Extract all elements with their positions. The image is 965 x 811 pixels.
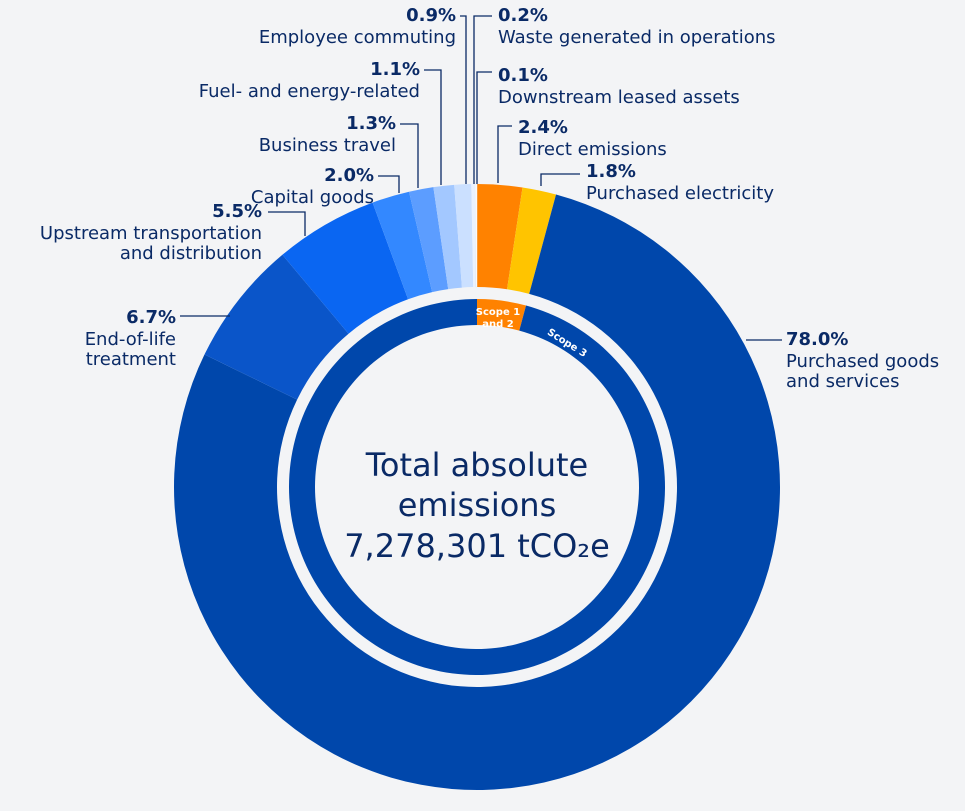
outer-segment: [173, 194, 780, 790]
leader-line: [424, 69, 442, 185]
center-title: Total absolute emissions: [365, 446, 588, 524]
inner-segment: [477, 299, 527, 331]
leader-line: [400, 123, 419, 188]
leader-line: [378, 175, 400, 193]
category-label: Purchased goods and services: [786, 351, 939, 392]
percent-label: 2.4%: [518, 117, 568, 138]
scope-label: Scope 1 and 2: [476, 307, 520, 330]
label-line: End-of-life: [85, 329, 176, 350]
percent-label: 1.1%: [370, 59, 420, 80]
category-label: Upstream transportation and distribution: [40, 223, 262, 264]
percent-label: 1.8%: [586, 161, 636, 182]
outer-segment: [409, 187, 449, 293]
label-line: emissions: [398, 486, 557, 524]
leader-line: [540, 173, 580, 186]
outer-segment: [433, 184, 462, 290]
label-line: Purchased goods: [786, 351, 939, 372]
center-total: 7,278,301 tCO₂e: [344, 527, 610, 565]
outer-segment: [282, 202, 409, 334]
label-line: and distribution: [120, 243, 262, 264]
outer-segment: [454, 184, 474, 288]
label-line: Total absolute: [365, 446, 588, 484]
category-label: Purchased electricity: [586, 183, 774, 204]
outer-segment: [507, 187, 557, 294]
percent-label: 78.0%: [786, 329, 848, 350]
category-label: Fuel- and energy-related: [199, 81, 420, 102]
percent-label: 1.3%: [346, 113, 396, 134]
outer-segment: [372, 191, 433, 300]
category-label: Waste generated in operations: [498, 27, 776, 48]
leader-line: [460, 15, 467, 184]
category-label: Employee commuting: [259, 27, 456, 48]
outer-segment: [204, 254, 349, 400]
label-line: treatment: [86, 349, 176, 370]
category-label: End-of-life treatment: [85, 329, 176, 370]
leader-line: [476, 71, 492, 184]
percent-label: 0.1%: [498, 65, 548, 86]
percent-label: 5.5%: [212, 201, 262, 222]
label-line: Scope 1: [476, 307, 520, 318]
outer-segment: [474, 183, 478, 288]
label-line: and 2: [482, 319, 514, 330]
label-line: and services: [786, 371, 899, 392]
percent-label: 0.2%: [498, 5, 548, 26]
leader-line: [473, 15, 492, 184]
percent-label: 2.0%: [324, 165, 374, 186]
leader-line: [268, 211, 306, 236]
category-label: Direct emissions: [518, 139, 667, 160]
label-line: Upstream transportation: [40, 223, 262, 244]
category-label: Capital goods: [251, 187, 374, 208]
category-label: Business travel: [259, 135, 396, 156]
outer-segment: [471, 184, 476, 288]
category-label: Downstream leased assets: [498, 87, 740, 108]
outer-segment: [477, 184, 523, 290]
percent-label: 6.7%: [126, 307, 176, 328]
percent-label: 0.9%: [406, 5, 456, 26]
leader-line: [497, 125, 512, 183]
